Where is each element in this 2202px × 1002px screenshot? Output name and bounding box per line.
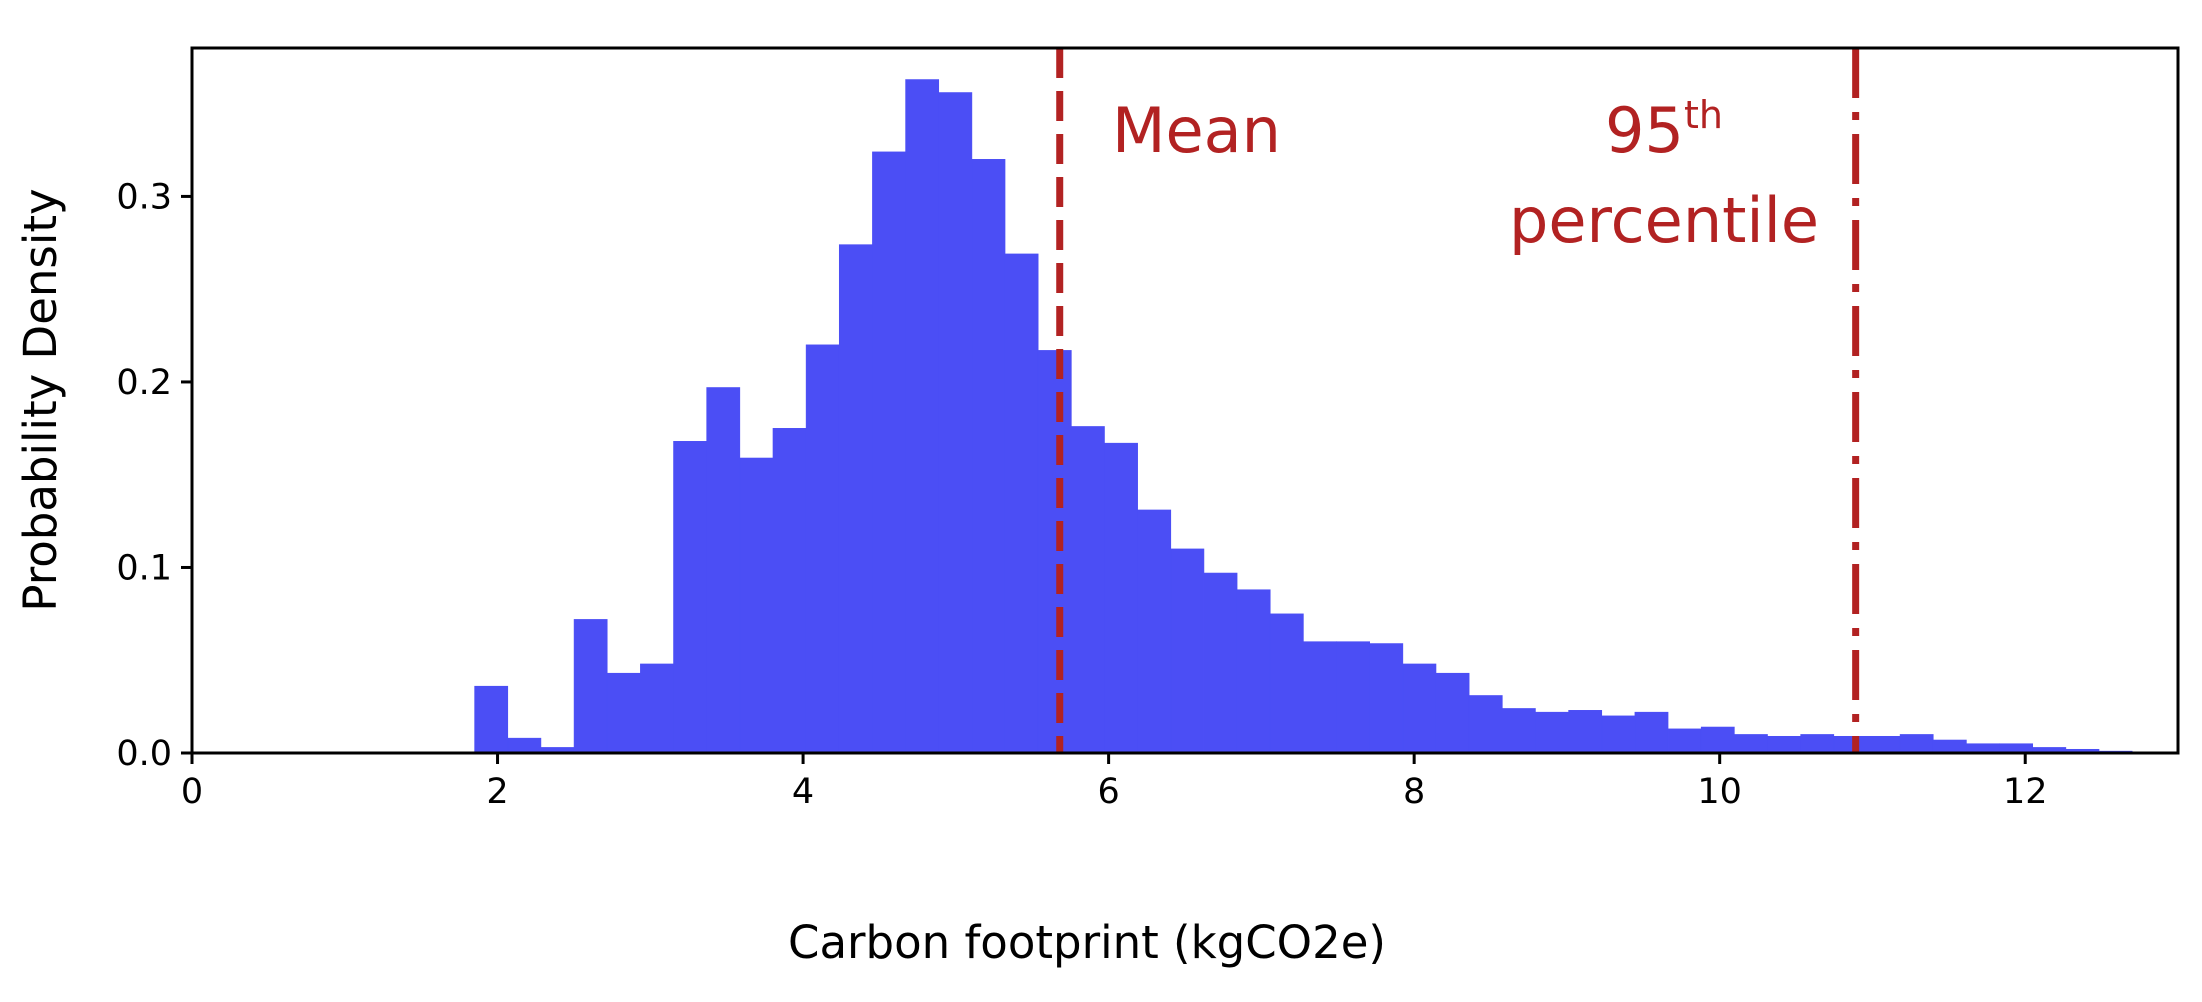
histogram-bar (1435, 672, 1470, 754)
reference-lines (1056, 48, 1860, 753)
histogram-bar (1502, 708, 1536, 754)
histogram-bar (1601, 715, 1636, 754)
histogram-bar (1236, 589, 1271, 754)
histogram-bar (838, 244, 873, 754)
histogram-bar (1402, 663, 1437, 754)
p95-annotation-number: 95 (1605, 94, 1684, 167)
histogram-bar (1468, 695, 1503, 754)
histogram-bar (1700, 726, 1735, 754)
x-axis-ticks: 0 2 4 6 8 10 12 (181, 753, 2048, 812)
p95-annotation-line1: 95th (1605, 93, 1723, 167)
histogram-bar (739, 457, 774, 754)
histogram-bar (1037, 350, 1072, 754)
mean-annotation: Mean (1112, 94, 1281, 167)
histogram-bar (1535, 711, 1569, 754)
y-tick-label: 0.2 (116, 363, 172, 403)
histogram-bars (474, 79, 2133, 754)
histogram-bar (640, 663, 674, 754)
x-tick-label: 6 (1097, 772, 1119, 812)
histogram-bar (1634, 711, 1669, 754)
histogram-bar (507, 737, 542, 754)
histogram-bar (938, 92, 973, 754)
histogram-bar (1336, 641, 1371, 754)
x-tick-label: 2 (486, 772, 508, 812)
histogram-bar (1104, 442, 1138, 754)
histogram-bar (905, 79, 940, 754)
histogram-bar (1734, 734, 1768, 754)
y-axis-ticks: 0.0 0.1 0.2 0.3 (116, 177, 192, 774)
histogram-bar (1203, 572, 1238, 754)
histogram-bar (573, 619, 608, 754)
x-axis-title: Carbon footprint (kgCO2e) (788, 916, 1386, 969)
x-tick-label: 8 (1403, 772, 1425, 812)
x-tick-label: 10 (1697, 772, 1742, 812)
histogram-bar (1269, 613, 1304, 754)
plot-frame (190, 46, 2180, 755)
histogram-bar (474, 685, 509, 754)
histogram-bar (1568, 710, 1603, 754)
histogram-bar (1667, 728, 1702, 754)
histogram-bar (1170, 548, 1205, 754)
histogram-bar (1932, 739, 1967, 754)
histogram-bar (872, 151, 906, 754)
x-tick-label: 0 (181, 772, 203, 812)
histogram-bar (971, 159, 1006, 754)
histogram-bar (706, 387, 741, 754)
histogram-bar (1004, 253, 1039, 754)
y-tick-label: 0.1 (116, 548, 172, 588)
x-tick-label: 4 (792, 772, 814, 812)
histogram-bar (1369, 643, 1404, 754)
y-tick-label: 0.0 (116, 734, 172, 774)
histogram-bar (606, 672, 641, 754)
histogram-bar (1800, 734, 1835, 754)
histogram-bar (1303, 641, 1337, 754)
histogram-bar (1137, 509, 1172, 754)
histogram-bar (1899, 734, 1934, 754)
y-tick-label: 0.3 (116, 177, 172, 217)
histogram-bar (673, 441, 707, 754)
histogram-bar (1833, 735, 1868, 754)
histogram-bar (1071, 426, 1105, 754)
histogram-bar (1866, 735, 1901, 754)
x-tick-label: 12 (2003, 772, 2048, 812)
p95-annotation-line2: percentile (1509, 184, 1819, 257)
p95-annotation-superscript: th (1684, 93, 1723, 137)
histogram-bar (1767, 735, 1801, 754)
y-axis-title: Probability Density (14, 188, 67, 611)
histogram-bar (772, 428, 807, 754)
histogram-bar (805, 344, 840, 754)
